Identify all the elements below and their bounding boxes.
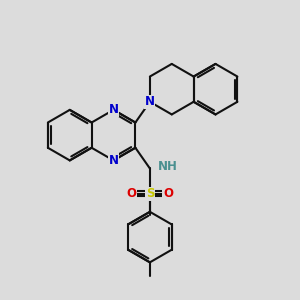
Text: N: N bbox=[109, 103, 118, 116]
Text: N: N bbox=[145, 95, 155, 108]
Text: O: O bbox=[163, 187, 173, 200]
Text: N: N bbox=[109, 154, 118, 167]
Text: O: O bbox=[127, 187, 137, 200]
Text: S: S bbox=[146, 187, 154, 200]
Text: NH: NH bbox=[158, 160, 178, 173]
